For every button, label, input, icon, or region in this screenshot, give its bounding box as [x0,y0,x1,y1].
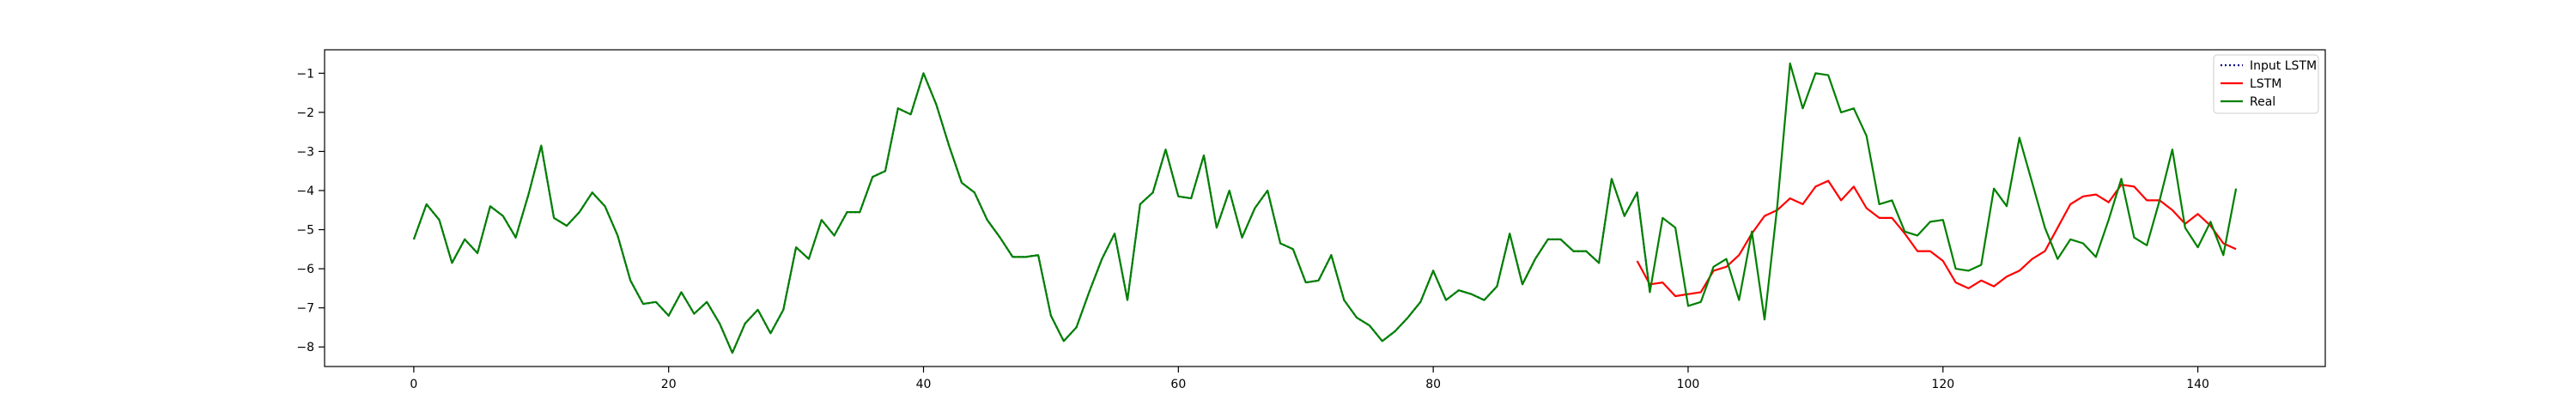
y-tick-label: −4 [296,185,314,198]
x-tick-label: 0 [410,378,417,391]
y-tick-label: −8 [296,341,314,354]
y-tick-label: −5 [296,224,314,238]
x-tick-label: 100 [1677,378,1700,391]
x-tick-label: 80 [1425,378,1441,391]
y-tick-label: −7 [296,302,314,316]
legend-box [2213,54,2319,114]
axes: 0 20 40 60 80 100 120 140 −8 −7 −6 −5 −4 −3 −2 −1 [296,49,2326,391]
y-tick-label: −3 [296,145,314,159]
x-tick-label: 120 [1931,378,1954,391]
x-tick-label: 60 [1170,378,1186,391]
y-tick-label: −2 [296,106,314,120]
y-tick-label: −6 [296,263,314,276]
legend-label: LSTM [2250,77,2281,91]
series-line-lstm [1636,179,2237,298]
axes-frame [324,49,2326,367]
legend-label: Real [2250,95,2275,109]
x-tick-label: 140 [2186,378,2209,391]
x-tick-label: 20 [661,378,677,391]
plot-area [412,62,2238,354]
series-line-input-lstm [412,72,1651,354]
series-line-real [412,62,2238,354]
x-tick-label: 40 [916,378,932,391]
legend: Input LSTM LSTM Real [2213,54,2319,114]
legend-label: Input LSTM [2250,59,2317,73]
y-tick-label: −1 [296,67,314,81]
